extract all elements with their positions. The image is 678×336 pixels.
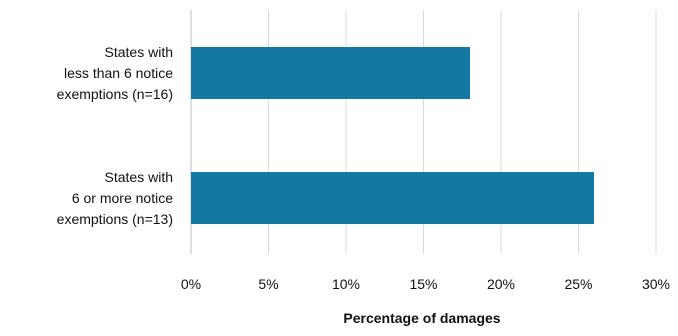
category-label-line: exemptions (n=13) [57, 211, 173, 227]
x-tick-label: 15% [409, 276, 437, 292]
category-label-line: exemptions (n=16) [57, 86, 173, 102]
x-tick-label: 5% [258, 276, 278, 292]
category-label-line: less than 6 notice [64, 65, 173, 81]
category-label-line: 6 or more notice [72, 190, 173, 206]
category-label-line: States with [105, 44, 173, 60]
category-label: States with less than 6 notice exemptions … [57, 44, 174, 102]
x-tick-label: 30% [642, 276, 670, 292]
category-label: States with 6 or more notice exemptions (n… [57, 169, 174, 227]
y-axis-categories: States with less than 6 notice exemptions … [57, 44, 174, 227]
bar [191, 172, 594, 224]
x-tick-label: 20% [487, 276, 515, 292]
x-tick-label: 10% [332, 276, 360, 292]
x-axis-ticks: 0% 5% 10% 15% 20% 25% 30% [181, 276, 670, 292]
x-tick-label: 25% [564, 276, 592, 292]
x-axis-title: Percentage of damages [343, 310, 500, 326]
bars [191, 47, 594, 224]
category-label-line: States with [105, 169, 173, 185]
x-tick-label: 0% [181, 276, 201, 292]
bar [191, 47, 470, 99]
